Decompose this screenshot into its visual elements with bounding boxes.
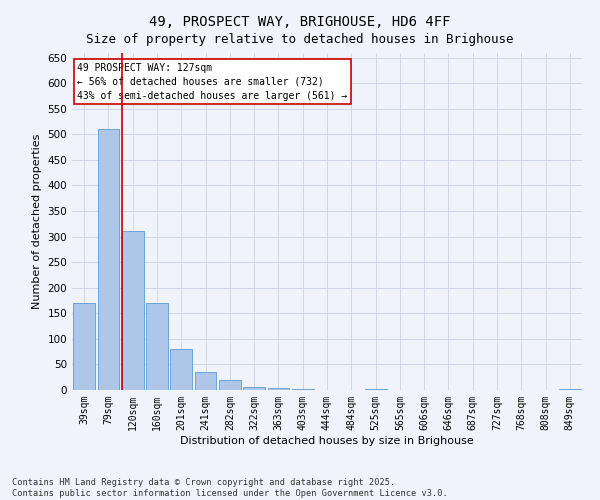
- Bar: [122, 232, 143, 390]
- Text: Contains HM Land Registry data © Crown copyright and database right 2025.
Contai: Contains HM Land Registry data © Crown c…: [12, 478, 448, 498]
- Bar: [97, 129, 119, 390]
- Bar: [146, 303, 168, 390]
- Text: Size of property relative to detached houses in Brighouse: Size of property relative to detached ho…: [86, 32, 514, 46]
- X-axis label: Distribution of detached houses by size in Brighouse: Distribution of detached houses by size …: [180, 436, 474, 446]
- Text: 49, PROSPECT WAY, BRIGHOUSE, HD6 4FF: 49, PROSPECT WAY, BRIGHOUSE, HD6 4FF: [149, 15, 451, 29]
- Bar: [194, 372, 217, 390]
- Bar: [219, 380, 241, 390]
- Bar: [559, 389, 581, 390]
- Bar: [268, 388, 289, 390]
- Bar: [292, 389, 314, 390]
- Y-axis label: Number of detached properties: Number of detached properties: [32, 134, 42, 309]
- Bar: [365, 389, 386, 390]
- Bar: [170, 349, 192, 390]
- Bar: [73, 303, 95, 390]
- Text: 49 PROSPECT WAY: 127sqm
← 56% of detached houses are smaller (732)
43% of semi-d: 49 PROSPECT WAY: 127sqm ← 56% of detache…: [77, 62, 347, 100]
- Bar: [243, 388, 265, 390]
